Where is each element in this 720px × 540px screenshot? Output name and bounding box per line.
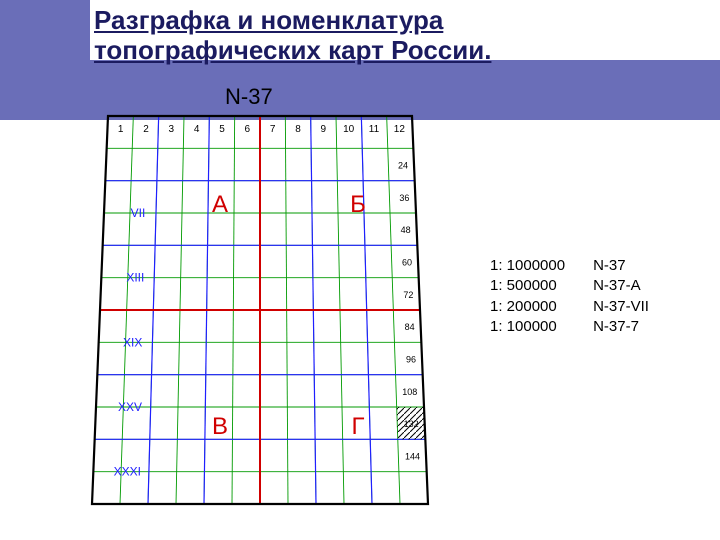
svg-text:72: 72 (403, 290, 413, 300)
title-line-1: Разграфка и номенклатура (94, 5, 443, 35)
svg-text:36: 36 (399, 193, 409, 203)
scale-500k: 1: 500000 (490, 276, 565, 296)
svg-text:3: 3 (169, 124, 175, 135)
name-100k: N-37-7 (593, 317, 649, 337)
scale-col-scales: 1: 1000000 1: 500000 1: 200000 1: 100000 (490, 256, 565, 337)
scale-table: 1: 1000000 1: 500000 1: 200000 1: 100000… (490, 256, 649, 337)
svg-text:XIII: XIII (126, 271, 144, 285)
svg-text:12: 12 (394, 124, 406, 135)
svg-text:5: 5 (219, 124, 225, 135)
svg-text:1: 1 (118, 124, 124, 135)
name-200k: N-37-VII (593, 297, 649, 317)
svg-text:144: 144 (405, 452, 420, 462)
scale-200k: 1: 200000 (490, 297, 565, 317)
svg-text:XXV: XXV (118, 400, 142, 414)
svg-text:XIX: XIX (123, 335, 142, 349)
name-1m: N-37 (593, 256, 649, 276)
name-500k: N-37-А (593, 276, 649, 296)
svg-text:Б: Б (350, 191, 366, 218)
scale-col-names: N-37 N-37-А N-37-VII N-37-7 (593, 256, 649, 337)
scale-100k: 1: 100000 (490, 317, 565, 337)
svg-text:А: А (212, 191, 228, 218)
sheet-label: N-37 (225, 84, 273, 110)
svg-text:XXXI: XXXI (114, 465, 141, 479)
svg-text:4: 4 (194, 124, 200, 135)
svg-text:96: 96 (406, 355, 416, 365)
svg-text:108: 108 (402, 387, 417, 397)
svg-text:Г: Г (352, 413, 365, 440)
svg-text:2: 2 (143, 124, 149, 135)
nomenclature-diagram: 12345678910111224364860728496108132144VI… (80, 108, 440, 518)
svg-text:60: 60 (402, 258, 412, 268)
title-line-2: топографических карт России. (94, 35, 491, 65)
svg-text:8: 8 (295, 124, 301, 135)
svg-text:VII: VII (131, 206, 146, 220)
svg-text:84: 84 (405, 322, 415, 332)
scale-1m: 1: 1000000 (490, 256, 565, 276)
svg-text:9: 9 (321, 124, 327, 135)
svg-text:10: 10 (343, 124, 355, 135)
svg-text:48: 48 (401, 225, 411, 235)
svg-text:11: 11 (369, 124, 380, 135)
page-title: Разграфка и номенклатура топографических… (94, 6, 491, 66)
svg-text:24: 24 (398, 161, 408, 171)
svg-text:В: В (212, 413, 228, 440)
svg-text:6: 6 (245, 124, 251, 135)
svg-text:7: 7 (270, 124, 276, 135)
